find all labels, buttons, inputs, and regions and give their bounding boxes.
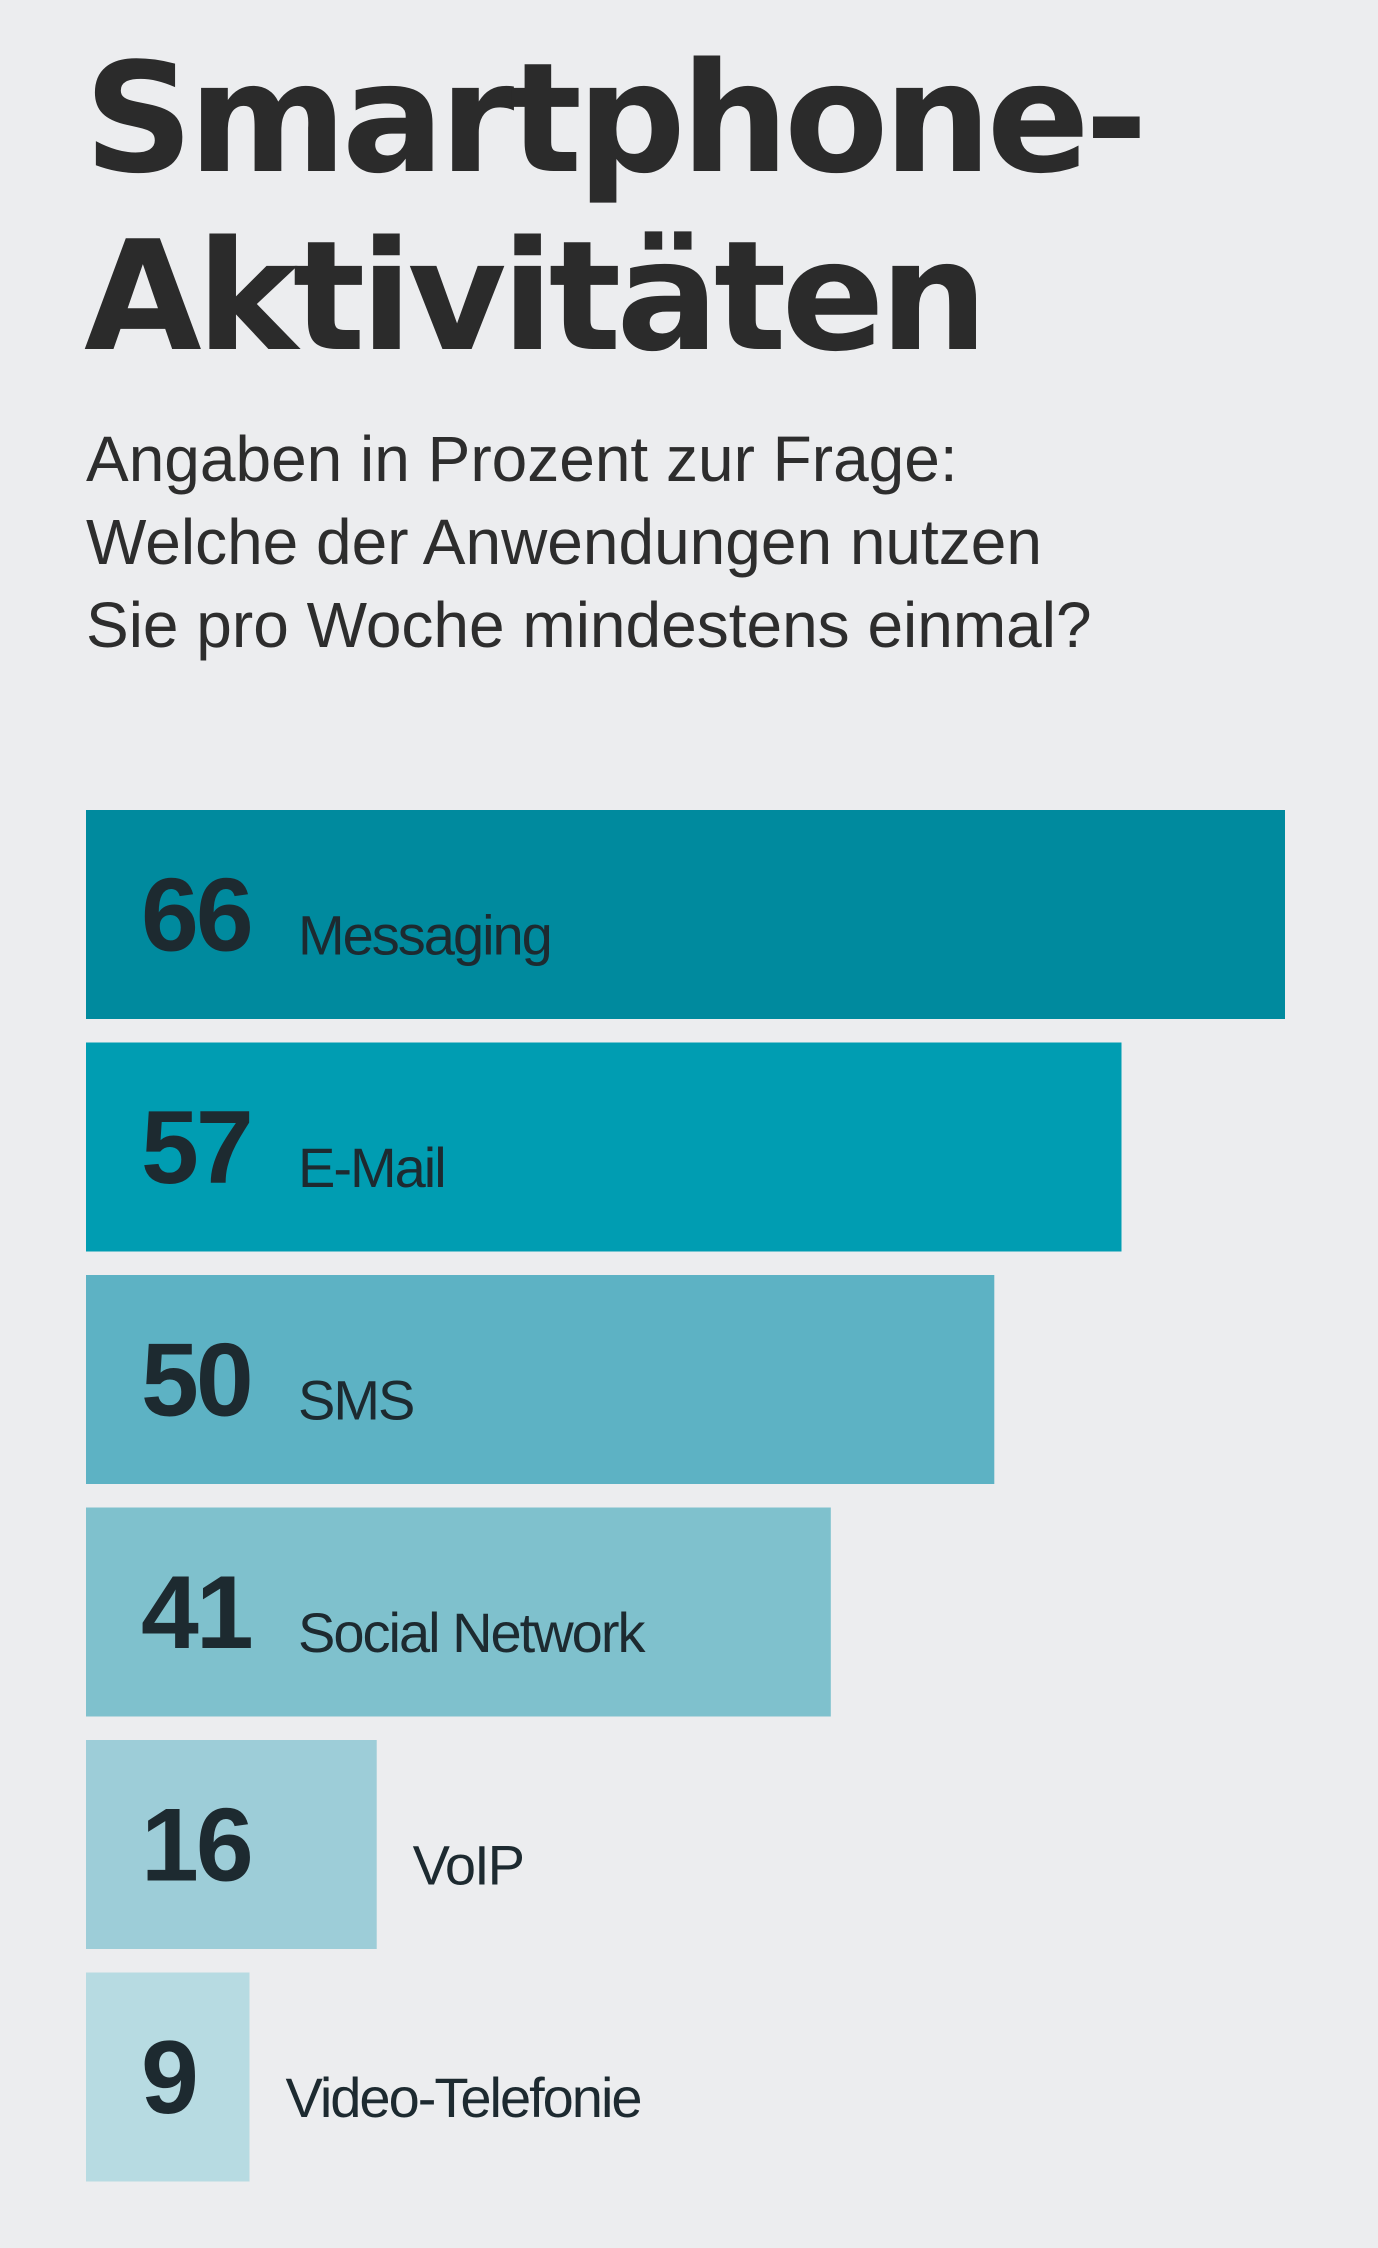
bar-category-label: SMS [298, 1369, 413, 1432]
bar-category-label: E-Mail [298, 1136, 445, 1199]
chart-subtitle-line-1: Angaben in Prozent zur Frage: [86, 423, 958, 495]
chart-title-line-1: Smartphone- [84, 30, 1148, 207]
bar-value-label: 50 [141, 1323, 251, 1439]
bar-social-network [86, 1507, 831, 1717]
bar-messaging [86, 810, 1285, 1019]
bar-value-label: 66 [141, 858, 251, 974]
chart-subtitle-line-2: Welche der Anwendungen nutzen [86, 506, 1042, 578]
bar-video-telefonie [86, 1972, 250, 2182]
bar-category-label: Video-Telefonie [286, 2066, 641, 2129]
chart-title-line-2: Aktivitäten [84, 208, 988, 385]
chart-subtitle-line-3: Sie pro Woche mindestens einmal? [86, 589, 1092, 661]
bar-sms [86, 1275, 995, 1484]
bar-value-label: 9 [141, 2020, 196, 2136]
chart-subtitle: Angaben in Prozent zur Frage: Welche der… [86, 418, 1092, 667]
bar-value-label: 16 [141, 1788, 251, 1904]
bar-e-mail [86, 1042, 1122, 1252]
bar-voip [86, 1740, 377, 1949]
chart-title: Smartphone- Aktivitäten [84, 30, 1148, 386]
bar-category-label: Messaging [298, 904, 551, 967]
bar-value-label: 41 [141, 1555, 251, 1671]
bar-category-label: Social Network [298, 1601, 646, 1664]
bar-value-label: 57 [141, 1090, 251, 1206]
bar-category-label: VoIP [413, 1834, 523, 1897]
